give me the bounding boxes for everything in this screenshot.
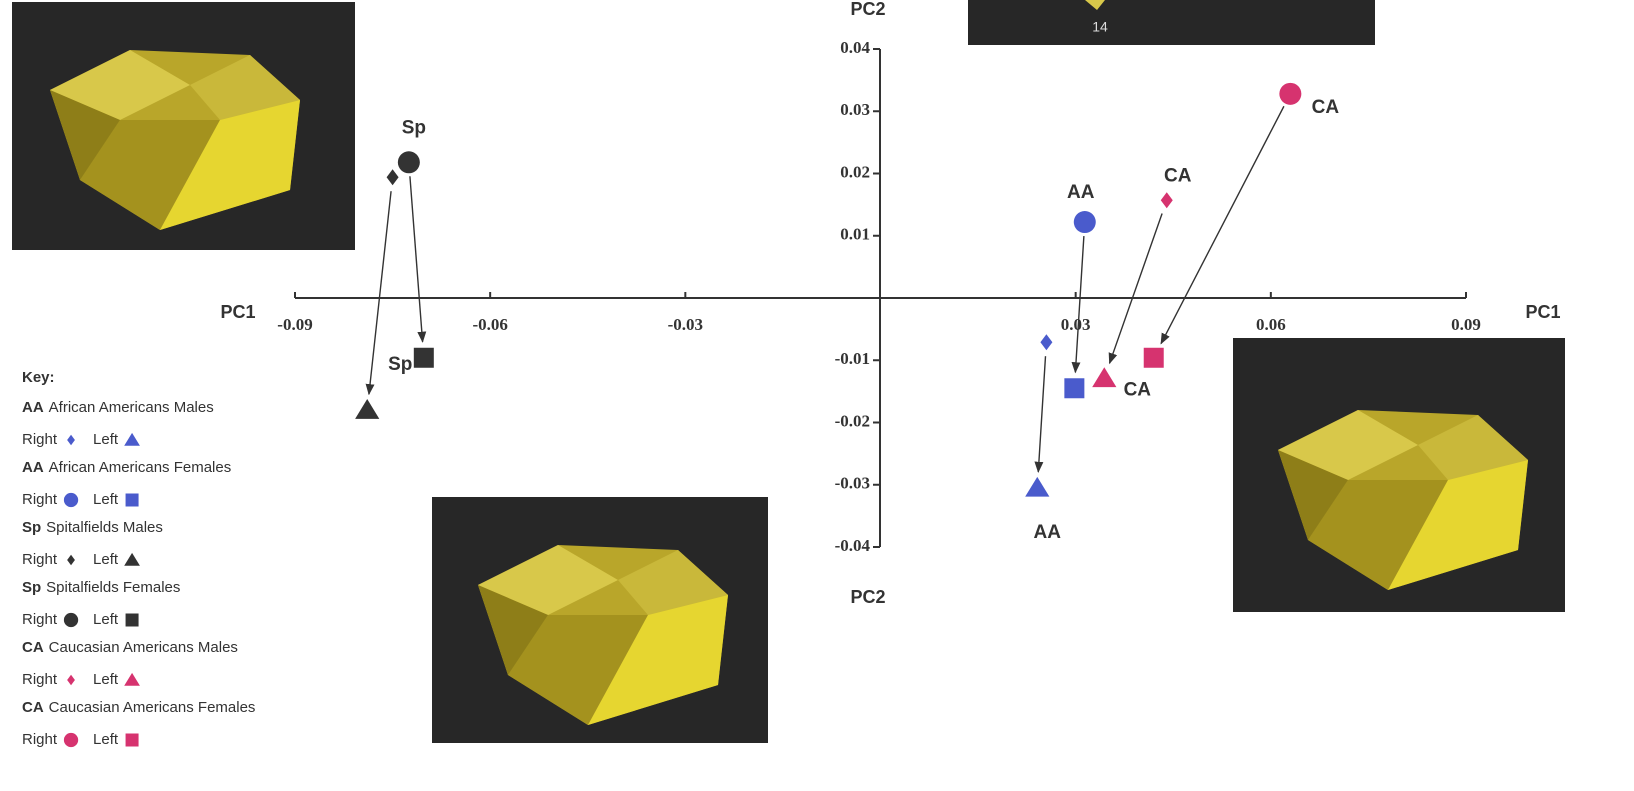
point-label: AA	[1034, 522, 1062, 543]
point	[1025, 476, 1050, 497]
legend-group: Sp Spitalfields Males	[22, 519, 163, 536]
point	[1143, 347, 1164, 368]
arrow	[1108, 213, 1163, 365]
legend-label: Caucasian Americans Males	[49, 639, 238, 656]
legend-entry: Right	[22, 671, 58, 688]
legend-marker	[67, 434, 75, 446]
point	[1073, 211, 1096, 234]
point-label: CA	[1164, 165, 1192, 186]
point-label: CA	[1124, 379, 1152, 400]
legend-entry: Right	[22, 491, 58, 508]
y-tick-label: 0.03	[840, 100, 870, 119]
arrow	[409, 176, 427, 343]
x-tick-label: 0.06	[1256, 315, 1286, 334]
legend-marker	[63, 492, 79, 508]
point-label: Sp	[402, 117, 426, 138]
point	[413, 347, 434, 368]
y-tick-label: -0.01	[835, 349, 870, 368]
image-panel	[12, 2, 355, 250]
legend-abbr: Sp	[22, 519, 41, 536]
legend-marker	[63, 612, 79, 628]
x-tick-label: 0.09	[1451, 315, 1481, 334]
legend-group: AA African Americans Males	[22, 399, 214, 416]
legend-abbr: CA	[22, 699, 44, 716]
legend-abbr: AA	[22, 399, 44, 416]
y-axis-label: PC2	[850, 587, 885, 607]
x-tick-label: -0.06	[472, 315, 507, 334]
point	[1279, 82, 1302, 105]
legend-marker	[124, 432, 140, 446]
legend-marker	[124, 552, 140, 566]
point	[386, 169, 399, 186]
arrow	[1071, 235, 1085, 374]
image-panel	[1233, 338, 1565, 612]
legend-group: AA African Americans Females	[22, 459, 231, 476]
legend-marker	[125, 613, 139, 627]
legend-entry: Right	[22, 551, 58, 568]
x-axis-label: PC1	[220, 302, 255, 322]
image-panel: 14	[968, 0, 1375, 45]
legend-entry: Right	[22, 431, 58, 448]
legend-title: Key:	[22, 369, 55, 386]
x-axis-label: PC1	[1525, 302, 1560, 322]
legend-abbr: AA	[22, 459, 44, 476]
point-label: Sp	[388, 354, 412, 375]
legend-entry: Left	[93, 731, 119, 748]
legend-abbr: CA	[22, 639, 44, 656]
legend-label: African Americans Males	[49, 399, 214, 416]
arrow	[365, 191, 392, 396]
legend-entry: Left	[93, 491, 119, 508]
legend-marker	[125, 493, 139, 507]
point	[1040, 334, 1053, 351]
point	[397, 151, 420, 174]
point	[1092, 367, 1117, 388]
legend-marker	[124, 672, 140, 686]
point	[1064, 378, 1085, 399]
legend-marker	[63, 732, 79, 748]
legend-label: African Americans Females	[49, 459, 232, 476]
point-label: CA	[1312, 97, 1340, 118]
y-tick-label: -0.02	[835, 411, 870, 430]
legend-marker	[125, 733, 139, 747]
y-tick-label: -0.04	[835, 536, 871, 555]
point-label: AA	[1067, 182, 1095, 203]
y-axis-label: PC2	[850, 0, 885, 19]
legend-marker	[67, 674, 75, 686]
legend-entry: Right	[22, 611, 58, 628]
y-tick-label: 0.04	[840, 38, 870, 57]
legend-entry: Right	[22, 731, 58, 748]
legend-label: Spitalfields Males	[46, 519, 163, 536]
point	[355, 399, 380, 419]
y-tick-label: -0.03	[835, 474, 870, 493]
legend-group: CA Caucasian Americans Females	[22, 699, 255, 716]
legend-abbr: Sp	[22, 579, 41, 596]
legend-group: CA Caucasian Americans Males	[22, 639, 238, 656]
legend-marker	[67, 554, 75, 566]
legend-label: Spitalfields Females	[46, 579, 180, 596]
point	[1160, 192, 1173, 209]
image-caption: 14	[1092, 19, 1108, 35]
legend-group: Sp Spitalfields Females	[22, 579, 180, 596]
x-tick-label: 0.03	[1061, 315, 1091, 334]
y-tick-label: 0.01	[840, 225, 870, 244]
legend-entry: Left	[93, 431, 119, 448]
legend-entry: Left	[93, 671, 119, 688]
arrow	[1034, 356, 1047, 474]
y-tick-label: 0.02	[840, 162, 870, 181]
legend-label: Caucasian Americans Females	[49, 699, 256, 716]
x-tick-label: -0.09	[277, 315, 312, 334]
legend-entry: Left	[93, 611, 119, 628]
x-tick-label: -0.03	[668, 315, 703, 334]
image-panel	[432, 497, 768, 743]
legend-entry: Left	[93, 551, 119, 568]
arrow	[1160, 105, 1285, 345]
